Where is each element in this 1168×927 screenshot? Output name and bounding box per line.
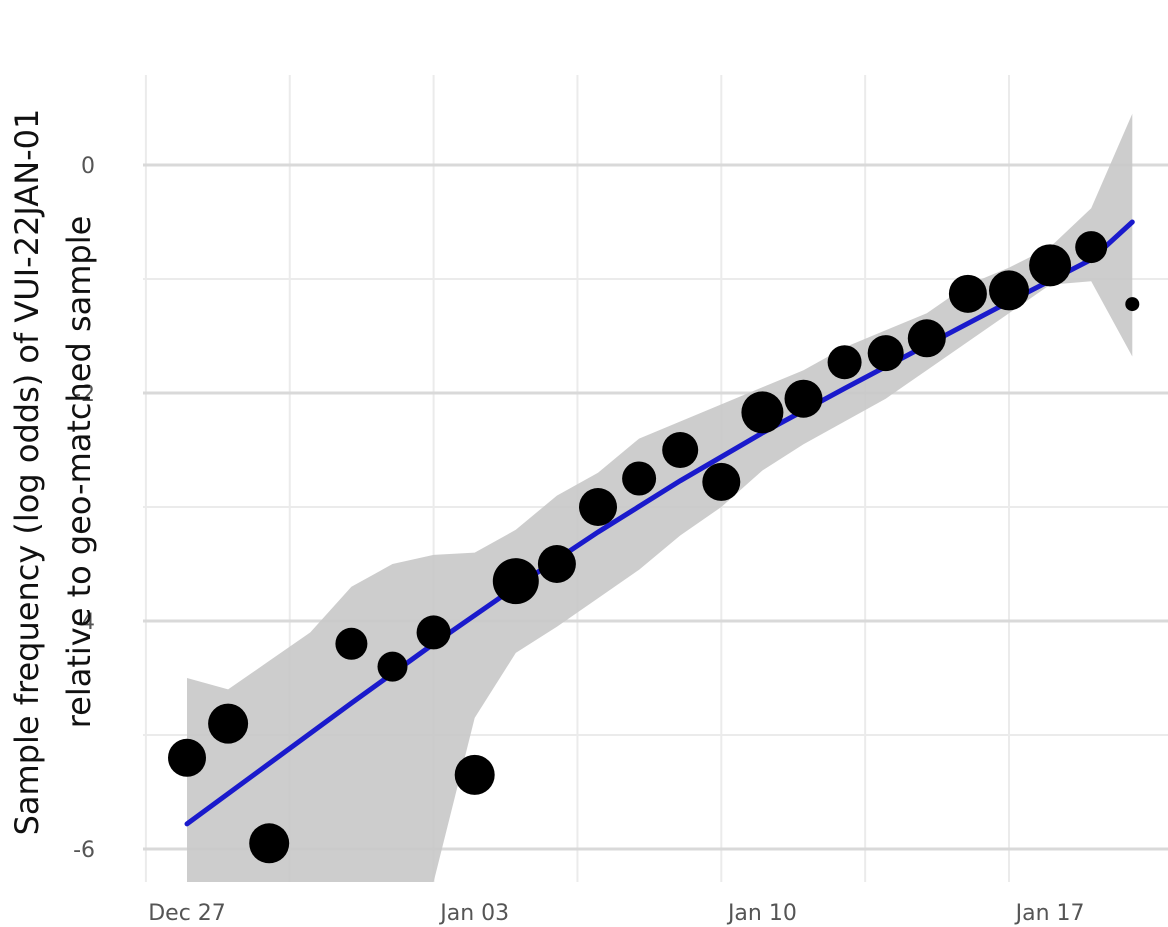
y-tick-label: -4 xyxy=(73,610,95,635)
x-tick-labels: Dec 27 Jan 03 Jan 10 Jan 17 xyxy=(148,901,1084,926)
x-tick-label: Jan 17 xyxy=(1014,901,1085,926)
x-tick-label: Jan 10 xyxy=(726,901,797,926)
data-point xyxy=(537,545,576,583)
y-axis-title-line2: relative to geo-matched sample xyxy=(60,216,98,729)
data-point xyxy=(416,615,451,650)
y-tick-label: 0 xyxy=(81,154,95,179)
x-tick-label: Jan 03 xyxy=(438,901,509,926)
confidence-band xyxy=(187,113,1133,882)
data-point xyxy=(579,488,617,526)
data-point xyxy=(702,462,741,501)
data-point xyxy=(454,754,495,795)
data-point xyxy=(741,391,784,434)
data-point xyxy=(1029,244,1072,287)
data-point xyxy=(1125,297,1140,312)
y-axis-title-line1: Sample frequency (log odds) of VUI-22JAN… xyxy=(8,109,46,836)
data-point xyxy=(907,319,946,358)
data-point xyxy=(377,651,408,682)
data-point xyxy=(208,703,249,744)
data-point xyxy=(784,379,823,418)
data-points xyxy=(168,231,1140,864)
x-tick-label: Dec 27 xyxy=(148,901,226,926)
data-point xyxy=(948,274,987,313)
data-point xyxy=(335,627,368,660)
data-point xyxy=(622,461,657,496)
y-tick-label: -6 xyxy=(73,838,95,863)
data-point xyxy=(867,335,904,372)
data-point xyxy=(249,823,290,864)
data-point xyxy=(1075,231,1108,264)
data-point xyxy=(168,738,206,777)
y-tick-labels: 0 -2 -4 -6 xyxy=(73,154,95,863)
data-point xyxy=(492,558,539,605)
data-point xyxy=(989,270,1029,311)
data-point xyxy=(662,432,699,468)
y-tick-label: -2 xyxy=(73,382,95,407)
data-point xyxy=(827,345,862,380)
gridlines xyxy=(143,75,1168,882)
